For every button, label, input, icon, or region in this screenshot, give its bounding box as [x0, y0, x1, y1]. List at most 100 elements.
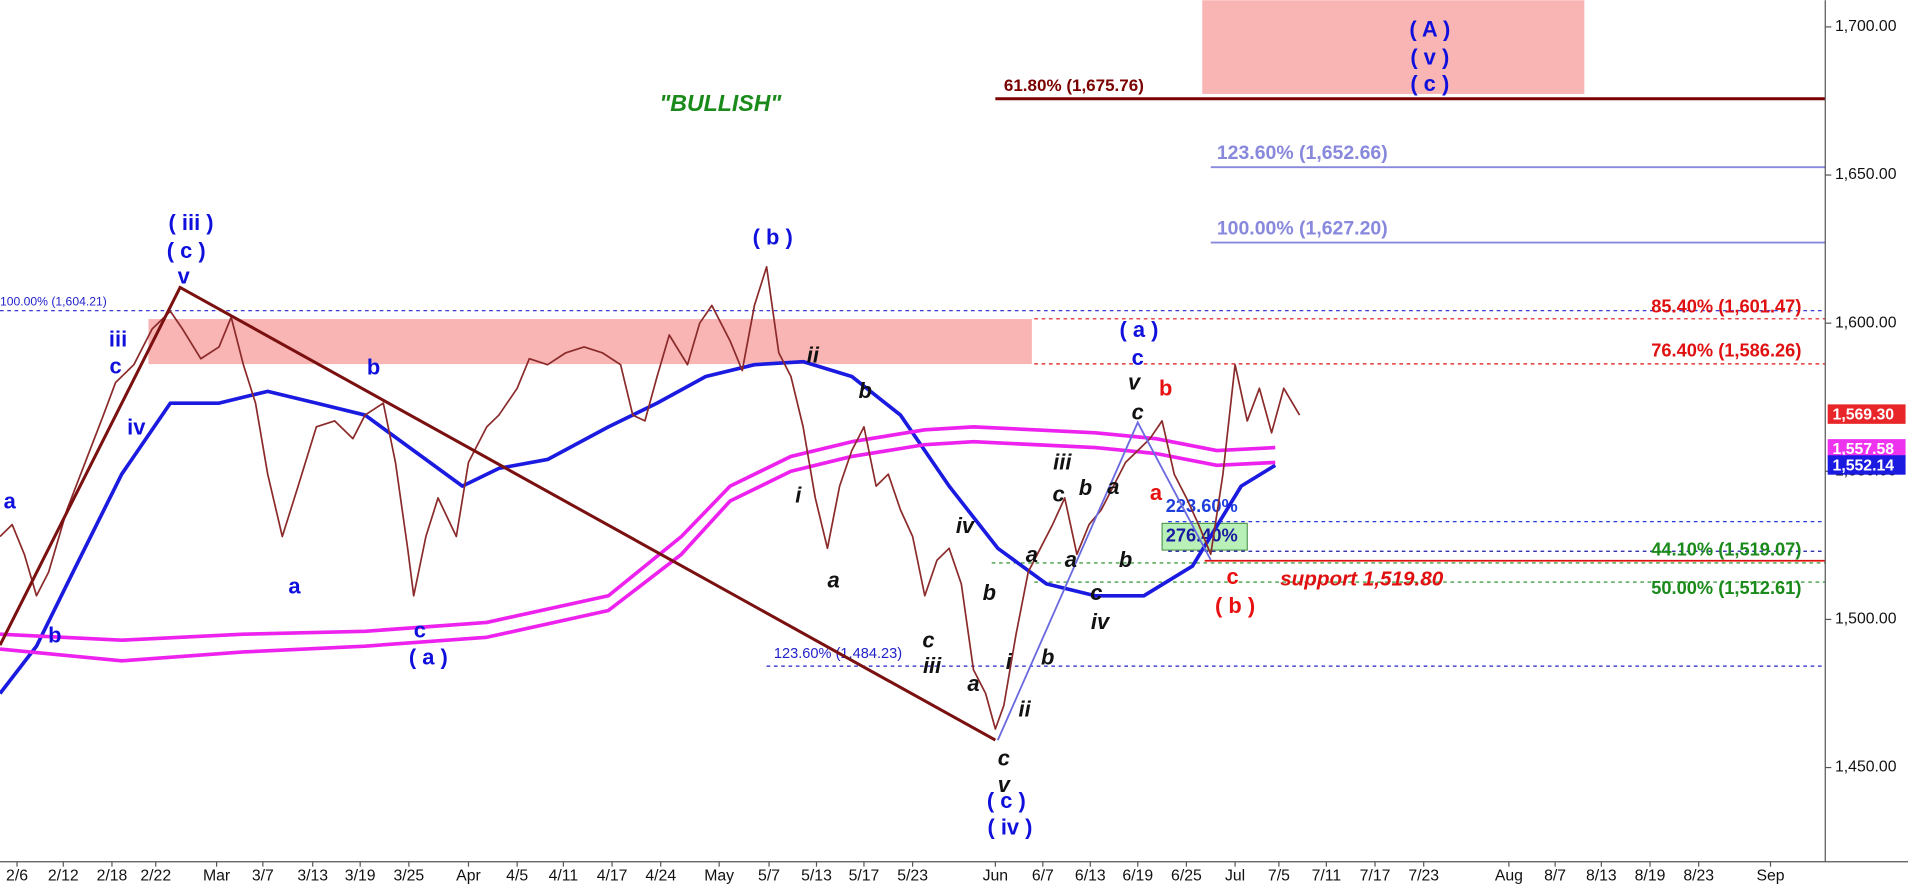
wave-label: c: [1090, 580, 1102, 605]
x-tick-label: 4/17: [597, 868, 628, 885]
wave-label: ( b ): [753, 225, 793, 250]
wave-label: b: [367, 355, 380, 380]
x-tick-label: 7/11: [1312, 868, 1342, 885]
x-tick-label: 6/13: [1075, 868, 1106, 885]
wave-label: ( iv ): [987, 815, 1032, 840]
level-label: 50.00% (1,512.61): [1651, 577, 1801, 598]
x-tick-label: 4/24: [645, 868, 676, 885]
wave-label: i: [795, 482, 802, 507]
x-tick-label: Aug: [1495, 868, 1523, 885]
x-tick-label: 2/12: [48, 868, 79, 885]
wave-label: a: [1107, 474, 1119, 499]
level-label: 100.00% (1,627.20): [1217, 217, 1388, 239]
trend-line: [996, 420, 1212, 741]
x-tick-label: Apr: [456, 868, 481, 885]
wave-label: iii: [1053, 450, 1072, 475]
x-tick-label: 5/23: [897, 868, 928, 885]
x-tick-label: 6/7: [1032, 868, 1054, 885]
y-tick-label: 1,600.00: [1835, 314, 1897, 331]
wave-label: b: [48, 622, 61, 647]
level-label: 76.40% (1,586.26): [1651, 340, 1801, 361]
x-tick-label: 8/23: [1683, 868, 1714, 885]
level-label: 100.00% (1,604.21): [0, 294, 107, 308]
wave-label: a: [827, 568, 839, 593]
wave-label: b: [1041, 644, 1054, 669]
x-tick-label: 5/17: [849, 868, 880, 885]
x-tick-label: May: [704, 868, 734, 885]
x-tick-label: 8/13: [1586, 868, 1617, 885]
y-tick-label: 1,650.00: [1835, 166, 1897, 183]
wave-label: a: [4, 489, 17, 514]
x-tick-label: 7/5: [1268, 868, 1290, 885]
wave-label: c: [1132, 400, 1144, 425]
level-label: 276.40%: [1166, 525, 1238, 546]
wave-label: iii: [923, 653, 942, 678]
x-tick-label: 2/22: [140, 868, 171, 885]
price-tag-label: 1,557.58: [1833, 441, 1895, 458]
price-tag: [1827, 439, 1906, 459]
wave-label: a: [1065, 547, 1077, 572]
wave-label: c: [998, 745, 1010, 770]
x-tick-label: 4/5: [506, 868, 528, 885]
x-tick-label: 7/23: [1408, 868, 1439, 885]
x-tick-label: 7/17: [1360, 868, 1391, 885]
wave-label: a: [288, 574, 301, 599]
x-tick-label: 5/7: [758, 868, 780, 885]
wave-label: a: [1026, 542, 1038, 567]
y-tick-label: 1,500.00: [1835, 611, 1897, 628]
wave-label: iv: [956, 513, 976, 538]
wave-label: v: [1128, 369, 1142, 394]
level-label: 61.80% (1,675.76): [1004, 76, 1144, 95]
wave-label: "BULLISH": [659, 90, 782, 116]
wave-label: iv: [127, 414, 146, 439]
wave-label: ( A ): [1409, 16, 1450, 41]
wave-label: i: [1006, 649, 1013, 674]
wave-label: v: [998, 772, 1012, 797]
wave-label: iii: [109, 327, 127, 352]
wave-label: ii: [807, 343, 820, 368]
wave-label: c: [922, 627, 934, 652]
wave-label: ( v ): [1410, 44, 1449, 69]
wave-label: b: [1119, 547, 1132, 572]
moving-average: [0, 439, 1276, 663]
moving-average: [0, 359, 1277, 695]
wave-label: c: [414, 618, 426, 643]
wave-label: ( a ): [1119, 317, 1158, 342]
wave-label: b: [1079, 475, 1092, 500]
x-tick-label: 8/19: [1635, 868, 1666, 885]
x-tick-label: 6/25: [1171, 868, 1202, 885]
x-tick-label: 5/13: [801, 868, 832, 885]
y-tick-label: 1,450.00: [1835, 759, 1897, 776]
x-tick-label: 8/7: [1544, 868, 1566, 885]
x-tick-label: 3/25: [393, 868, 424, 885]
wave-label: b: [983, 580, 996, 605]
moving-average: [0, 425, 1276, 643]
wave-label: ii: [1018, 697, 1031, 722]
wave-label: ( c ): [987, 788, 1026, 813]
price-line: [0, 266, 1301, 730]
wave-label: b: [1159, 375, 1172, 400]
x-tick-label: 3/7: [252, 868, 274, 885]
x-tick-label: 4/11: [549, 868, 579, 885]
x-tick-label: Jul: [1225, 868, 1245, 885]
price-tag: [1827, 404, 1906, 424]
wave-label: a: [1150, 480, 1163, 505]
x-tick-label: 6/19: [1122, 868, 1153, 885]
x-tick-label: 3/19: [345, 868, 376, 885]
target-zone: [1202, 0, 1585, 94]
wave-label: iv: [1091, 609, 1111, 634]
wave-label: c: [110, 354, 122, 379]
x-tick-label: Mar: [203, 868, 230, 885]
wave-label: a: [967, 671, 979, 696]
wave-label: c: [1132, 345, 1144, 370]
y-tick-label: 1,700.00: [1835, 18, 1897, 35]
wave-label: v: [178, 263, 191, 288]
x-tick-label: Jun: [983, 868, 1008, 885]
wave-label: ( c ): [1410, 71, 1449, 96]
wave-label: ( iii ): [169, 210, 214, 235]
trend-line: [0, 285, 997, 742]
level-label: 123.60% (1,652.66): [1217, 142, 1388, 164]
price-tag-label: 1,569.30: [1833, 407, 1895, 424]
x-tick-label: Sep: [1756, 868, 1784, 885]
